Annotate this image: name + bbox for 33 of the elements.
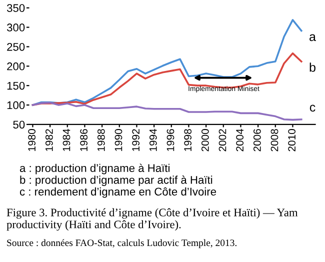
y-tick-label: 350 bbox=[6, 4, 25, 12]
series-label: a bbox=[310, 34, 316, 42]
text: c : rendement d’igname en Côte d’Ivoire bbox=[20, 187, 216, 198]
x-tick-label: 1998 bbox=[184, 129, 192, 151]
x-tick-label: 1994 bbox=[149, 128, 157, 151]
y-tick-label: 50 bbox=[13, 120, 25, 129]
x-tick-label: 1996 bbox=[166, 129, 174, 151]
series-label: b bbox=[310, 62, 316, 72]
y-tick-label: 200 bbox=[7, 62, 25, 70]
x-tick-label: 1982 bbox=[45, 129, 53, 151]
y-tick-label: 100 bbox=[7, 101, 25, 110]
x-tick-label: 2002 bbox=[218, 129, 226, 152]
text: b : production d’igname par actif à Haïti bbox=[20, 176, 212, 186]
series-label: c bbox=[310, 104, 316, 112]
line-series bbox=[32, 19, 302, 106]
text: a : production d’igname à Haïti bbox=[20, 164, 170, 174]
x-tick-label: 1984 bbox=[62, 128, 70, 151]
line-series bbox=[32, 102, 302, 121]
x-tick-label: 2000 bbox=[201, 129, 209, 152]
x-tick-label: 2006 bbox=[253, 129, 261, 152]
x-tick-label: 2008 bbox=[270, 129, 278, 152]
x-tick-label: 1988 bbox=[97, 129, 105, 151]
source-note: Source : données FAO-Stat, calculs Ludovic Temple, 2013. bbox=[7, 239, 236, 248]
y-tick-label: 250 bbox=[7, 42, 25, 51]
x-tick-label: 1980 bbox=[28, 129, 36, 151]
x-tick-label: 1986 bbox=[80, 129, 88, 151]
x-tick-label: 2010 bbox=[288, 129, 296, 152]
y-tick-label: 300 bbox=[6, 24, 25, 32]
x-tick-label: 1990 bbox=[114, 129, 122, 151]
caption: Figure 3. Productivité d’igname (Côte d’Ivoire et Haïti) — Yam productivity (Haïti and Côte d’Ivoire). bbox=[6, 208, 298, 231]
y-tick-label: 150 bbox=[7, 82, 25, 90]
x-tick-label: 1992 bbox=[132, 129, 140, 151]
x-tick-label: 2004 bbox=[236, 128, 244, 152]
